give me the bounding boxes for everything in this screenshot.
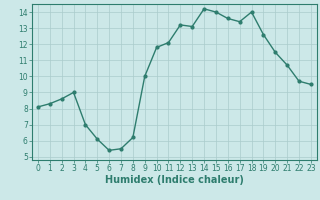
- X-axis label: Humidex (Indice chaleur): Humidex (Indice chaleur): [105, 175, 244, 185]
